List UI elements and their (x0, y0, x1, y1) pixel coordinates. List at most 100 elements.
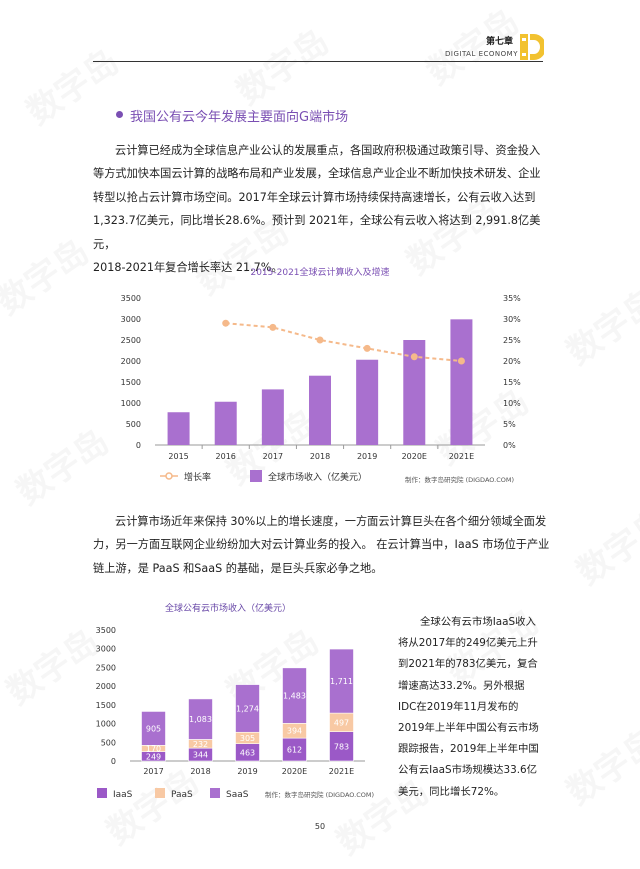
chart1-growth-point (222, 319, 230, 327)
chart1-y-tick-label: 1500 (121, 378, 141, 387)
chart2-data-label: 905 (146, 724, 161, 733)
paragraph-2-line: 力，另一方面互联网企业纷纷加大对云计算业务的投入。 在云计算当中，IaaS 市场… (93, 538, 550, 552)
chart1-bar (403, 340, 426, 445)
chart2-data-label: 1,711 (330, 677, 353, 686)
chart1-x-tick-label: 2019 (357, 452, 377, 461)
page-number: 50 (314, 822, 326, 831)
paragraph-1-line: 1,323.7亿美元，同比增长28.6%。预计到 2021年，全球公有云收入将达… (93, 214, 541, 251)
watermark-text: 数字岛 (19, 41, 127, 134)
chart1-y2-tick-label: 15% (503, 378, 521, 387)
chart1-bar (450, 319, 473, 445)
chart2-bar-segment (282, 667, 307, 724)
chart1-growth-point (316, 336, 324, 344)
chart1-growth-point (410, 353, 418, 361)
chart1-y2-tick-label: 20% (503, 357, 521, 366)
chart1-x-tick-label: 2021E (449, 452, 474, 461)
chart2-y-tick-label: 1000 (96, 720, 116, 729)
chart2-legend-label: PaaS (171, 790, 193, 800)
chart1-x-tick-label: 2016 (216, 452, 236, 461)
chapter-label: 第七章 (486, 37, 514, 47)
chart1-growth-point (457, 357, 465, 365)
chart1-growth-point (363, 344, 371, 352)
side-text-line: 2019年上半年中国公有云市场 (398, 722, 539, 735)
paragraph-1-line: 等方式加快本国云计算的战略布局和产业发展，全球信息产业企业不断加快技术研发、企业 (93, 167, 541, 181)
chart1-legend-label: 全球市场收入（亿美元） (268, 471, 367, 483)
chart2-data-label: 783 (334, 742, 349, 751)
chart2-y-tick-label: 2000 (96, 682, 116, 691)
paragraph-1-line: 云计算已经成为全球信息产业公认的发展重点，各国政府积极通过政策引导、资金投入 (115, 144, 541, 157)
watermark-text: 数字岛 (559, 721, 640, 814)
chart1-growth-line (225, 322, 462, 362)
side-text-line: 到2021年的783亿美元，复合 (398, 658, 538, 671)
paragraph-2: 云计算市场近年来保持 30%以上的增长速度，一方面云计算巨头在各个细分领域全面发… (93, 510, 563, 580)
side-text-line: 美元，同比增长72%。 (398, 785, 505, 798)
chart1-y-tick-label: 2500 (121, 336, 141, 345)
paragraph-1-line: 2018-2021年复合增长率达 21.7%。 (93, 261, 283, 275)
chart1-x-tick-label: 2015 (168, 452, 188, 461)
chart2-legend-swatch (155, 788, 165, 798)
chart1-bar (356, 359, 379, 445)
chart2-legend-label: SaaS (226, 790, 249, 800)
chart1-bar (167, 412, 190, 445)
chart1-growth-bar-line-chart: 0 500 1000 1500 2000 2500 3000 3500 0% 5% 10% 15% 20… (121, 294, 522, 484)
chart2-y-tick-label: 0 (111, 757, 116, 766)
chart2-bar-segment (235, 684, 260, 733)
side-text-line: IDC在2019年11月发布的 (398, 700, 519, 713)
chart2-x-tick-label: 2020E (282, 767, 307, 776)
chart2-legend-swatch (97, 788, 107, 798)
chart2-x-tick-label: 2021E (329, 767, 354, 776)
chart1-y2-tick-label: 10% (503, 399, 521, 408)
chart1-y-tick-label: 3500 (121, 294, 141, 303)
chart2-bar-segment (141, 711, 166, 746)
chart2-data-label: 394 (287, 727, 302, 736)
chart2-y-tick-label: 3000 (96, 645, 116, 654)
chart1-x-tick-label: 2017 (263, 452, 283, 461)
chart2-x-tick-label: 2018 (190, 767, 210, 776)
chart2-data-label: 232 (193, 740, 208, 749)
chart2-y-tick-label: 500 (101, 738, 116, 747)
chart1-title: 2015-2021全球云计算收入及增速 (250, 268, 390, 278)
chart2-title: 全球公有云市场收入（亿美元） (165, 604, 292, 614)
chart1-y-tick-label: 0 (136, 441, 141, 450)
chart2-data-label: 497 (334, 718, 349, 727)
chart2-data-label: 1,083 (189, 715, 212, 724)
chart1-bar (309, 375, 331, 445)
chart1-x-tick-label: 2018 (310, 452, 330, 461)
chart2-data-label: 170 (146, 744, 161, 753)
chart2-legend-swatch (210, 788, 220, 798)
chart1-y2-tick-label: 5% (503, 420, 516, 429)
chart1-bar (261, 389, 284, 445)
side-text-line: 跟踪报告，2019年上半年中国 (398, 743, 539, 756)
chart2-data-label: 463 (240, 748, 255, 757)
chart1-y2-tick-label: 35% (503, 294, 521, 303)
chart2-y-tick-label: 2500 (96, 663, 116, 672)
side-text-line: 公有云IaaS市场规模达33.6亿 (398, 764, 538, 777)
section-bullet-icon (116, 111, 123, 118)
chart2-bar-segment (188, 698, 213, 740)
paragraph-1: 云计算已经成为全球信息产业公认的发展重点，各国政府积极通过政策引导、资金投入 等… (93, 139, 553, 279)
chart1-y-tick-label: 3000 (121, 315, 141, 324)
chart1-legend-label: 增长率 (184, 471, 211, 483)
chart2-data-label: 305 (240, 734, 255, 743)
side-text-line: 增速高达33.2%。另外根据 (398, 679, 525, 692)
chart1-legend-line-marker (165, 472, 173, 480)
chart2-x-tick-label: 2017 (143, 767, 163, 776)
chart1-growth-point (269, 323, 277, 331)
chart2-data-label: 612 (287, 746, 302, 755)
chart2-x-tick-label: 2019 (237, 767, 257, 776)
chart2-source: 制作：数字岛研究院 (DIGDAO.COM) (265, 790, 374, 799)
paragraph-2-line: 云计算市场近年来保持 30%以上的增长速度，一方面云计算巨头在各个细分领域全面发 (115, 515, 547, 528)
chart1-y2-tick-label: 0% (503, 441, 516, 450)
chart2-data-label: 1,274 (236, 704, 259, 713)
chart2-bar-segment (329, 648, 354, 714)
watermark-text: 数字岛 (229, 21, 337, 114)
chart1-y-tick-label: 1000 (121, 399, 141, 408)
chart2-data-label: 344 (193, 751, 208, 760)
chart2-y-tick-label: 1500 (96, 701, 116, 710)
chart2-data-label: 1,483 (283, 692, 306, 701)
chart1-y-tick-label: 500 (126, 420, 141, 429)
section-title: 我国公有云今年发展主要面向G端市场 (130, 110, 349, 125)
chart2-data-label: 249 (146, 752, 161, 761)
paragraph-1-line: 转型以抢占云计算市场空间。2017年全球云计算市场持续保持高速增长，公有云收入达… (93, 190, 536, 204)
